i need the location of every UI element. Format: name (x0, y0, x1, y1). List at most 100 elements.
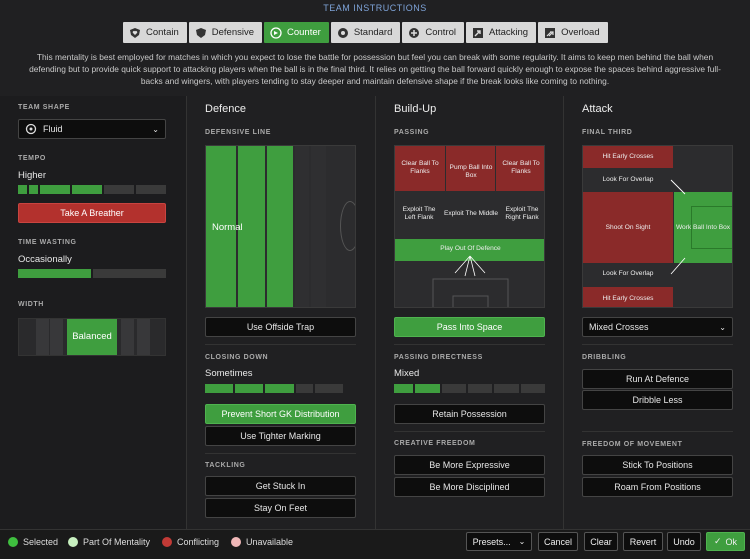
zone-pump[interactable] (446, 146, 495, 191)
zone-play-out[interactable] (395, 239, 544, 261)
zone-label: Shoot On Sight (605, 224, 651, 231)
pass-into-space-button[interactable]: Pass Into Space (394, 317, 545, 337)
legend-label: Selected (23, 537, 59, 547)
chevron-down-icon: ⌄ (719, 322, 726, 332)
checkmark-icon: ✓ (713, 536, 722, 546)
buildup-heading: Build-Up (394, 103, 437, 115)
legend-selected: Selected (8, 537, 58, 547)
counter-arrow-icon (270, 26, 282, 39)
defence-heading: Defence (205, 103, 246, 115)
tab-label: Defensive (211, 27, 254, 38)
part-of-mentality-dot-icon (68, 537, 78, 547)
zone-shoot[interactable] (583, 192, 673, 263)
zone-clear-right[interactable] (496, 146, 544, 191)
tab-attacking[interactable]: Attacking (466, 22, 537, 43)
clear-button[interactable]: Clear (584, 532, 618, 551)
freedom-of-movement-label: FREEDOM OF MOVEMENT (582, 441, 683, 448)
zone-label: Clear Ball To Flanks (502, 160, 540, 175)
prevent-short-gk-distribution-button[interactable]: Prevent Short GK Distribution (205, 404, 356, 424)
crosses-dropdown[interactable]: Mixed Crosses ⌄ (582, 317, 733, 337)
zone-label: Work Ball Into Box (675, 224, 731, 231)
final-third-label: FINAL THIRD (582, 129, 633, 136)
tackling-label: TACKLING (205, 462, 246, 469)
defensive-line-label: DEFENSIVE LINE (205, 129, 271, 136)
zone-label: Hit Early Crosses (602, 153, 654, 160)
width-value: Balanced (72, 331, 112, 342)
tab-label: Overload (561, 27, 600, 38)
zone-label: Hit Early Crosses (602, 295, 654, 302)
tempo-value: Higher (18, 170, 46, 181)
legend-unavailable: Unavailable (231, 537, 293, 547)
tab-contain[interactable]: Contain (123, 22, 187, 43)
zone-label: Exploit The Right Flank (505, 206, 539, 221)
page-title: TEAM INSTRUCTIONS (323, 3, 427, 13)
selected-dot-icon (8, 537, 18, 547)
tighter-marking-button[interactable]: Use Tighter Marking (205, 426, 356, 446)
ok-label: Ok (725, 536, 738, 547)
stick-to-positions-button[interactable]: Stick To Positions (582, 455, 733, 475)
passing-pitch[interactable]: Clear Ball To Flanks Pump Ball Into Box … (394, 145, 545, 308)
width-selector[interactable]: Balanced (18, 318, 166, 356)
tab-counter[interactable]: Counter (264, 22, 329, 43)
tab-label: Attacking (489, 27, 529, 38)
dribbling-label: DRIBBLING (582, 354, 627, 361)
roam-from-positions-button[interactable]: Roam From Positions (582, 477, 733, 497)
control-icon (409, 27, 420, 38)
attack-heading: Attack (582, 103, 613, 115)
attack-arrows-icon (670, 179, 686, 275)
tab-standard[interactable]: Standard (330, 22, 401, 43)
zone-hit-early-bottom[interactable] (583, 287, 673, 307)
legend-label: Conflicting (177, 537, 220, 547)
take-a-breather-button[interactable]: Take A Breather (18, 203, 166, 223)
get-stuck-in-button[interactable]: Get Stuck In (205, 476, 356, 496)
column-divider (186, 96, 187, 529)
tab-defensive[interactable]: Defensive (188, 22, 262, 43)
final-third-pitch[interactable]: Hit Early Crosses Look For Overlap Shoot… (582, 145, 733, 308)
zone-label: Look For Overlap (602, 176, 654, 183)
run-at-defence-button[interactable]: Run At Defence (582, 369, 733, 389)
divider (394, 431, 545, 432)
divider (205, 344, 356, 345)
zone-clear-left[interactable] (395, 146, 445, 191)
closing-down-slider[interactable] (205, 384, 356, 393)
tab-label: Control (425, 27, 456, 38)
team-shape-dropdown[interactable]: Fluid ⌄ (18, 119, 166, 139)
ball-icon (337, 27, 348, 38)
tab-control[interactable]: Control (402, 22, 464, 43)
creative-freedom-label: CREATIVE FREEDOM (394, 440, 476, 447)
cancel-button[interactable]: Cancel (538, 532, 578, 551)
ok-button[interactable]: ✓ Ok (706, 532, 745, 551)
time-wasting-slider[interactable] (18, 269, 166, 278)
tab-label: Standard (353, 27, 393, 38)
divider (394, 344, 545, 345)
shield-icon (195, 27, 206, 38)
tempo-label: TEMPO (18, 155, 46, 162)
presets-label: Presets... (472, 536, 511, 547)
team-shape-value: Fluid (43, 124, 63, 134)
legend-part-of-mentality: Part Of Mentality (68, 537, 150, 547)
dribble-less-button[interactable]: Dribble Less (582, 390, 733, 410)
passing-arrows-icon (432, 255, 509, 307)
defensive-line-pitch[interactable]: Normal (205, 145, 356, 308)
legend-label: Part Of Mentality (83, 537, 151, 547)
undo-button[interactable]: Undo (667, 532, 701, 551)
zone-label: Look For Overlap (602, 270, 654, 277)
presets-dropdown[interactable]: Presets... ⌄ (466, 532, 532, 551)
revert-button[interactable]: Revert (623, 532, 663, 551)
be-more-disciplined-button[interactable]: Be More Disciplined (394, 477, 545, 497)
zone-hit-early-top[interactable] (583, 146, 673, 168)
time-wasting-value: Occasionally (18, 254, 72, 265)
retain-possession-button[interactable]: Retain Possession (394, 404, 545, 424)
chevron-down-icon: ⌄ (152, 124, 159, 134)
zone-work-ball[interactable] (674, 192, 732, 263)
stay-on-feet-button[interactable]: Stay On Feet (205, 498, 356, 518)
tab-overload[interactable]: Overload (538, 22, 608, 43)
be-more-expressive-button[interactable]: Be More Expressive (394, 455, 545, 475)
zone-label: Exploit The Middle (443, 210, 499, 217)
divider (582, 344, 733, 345)
tempo-slider[interactable] (18, 185, 166, 194)
fluid-shape-icon (25, 123, 37, 135)
offside-trap-button[interactable]: Use Offside Trap (205, 317, 356, 337)
passing-directness-slider[interactable] (394, 384, 546, 393)
team-shape-label: TEAM SHAPE (18, 104, 70, 111)
